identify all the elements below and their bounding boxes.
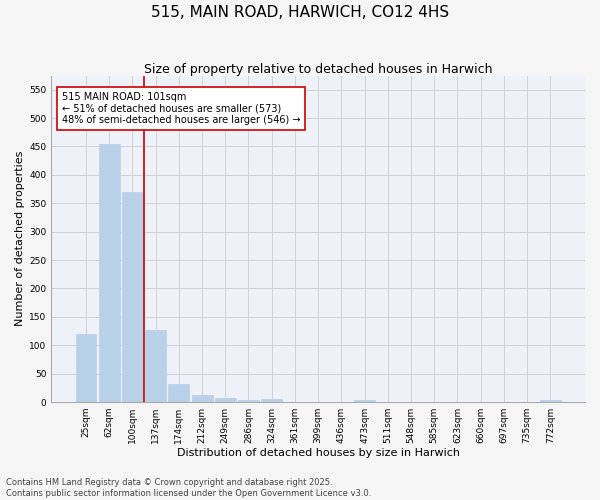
Bar <box>169 384 189 402</box>
Bar <box>191 396 212 402</box>
Title: Size of property relative to detached houses in Harwich: Size of property relative to detached ho… <box>144 62 493 76</box>
Bar <box>76 334 97 402</box>
Bar <box>99 144 119 402</box>
Bar <box>145 330 166 402</box>
Text: 515 MAIN ROAD: 101sqm
← 51% of detached houses are smaller (573)
48% of semi-det: 515 MAIN ROAD: 101sqm ← 51% of detached … <box>62 92 301 125</box>
Y-axis label: Number of detached properties: Number of detached properties <box>15 151 25 326</box>
Text: Contains HM Land Registry data © Crown copyright and database right 2025.
Contai: Contains HM Land Registry data © Crown c… <box>6 478 371 498</box>
Bar <box>354 400 375 402</box>
X-axis label: Distribution of detached houses by size in Harwich: Distribution of detached houses by size … <box>176 448 460 458</box>
Bar <box>215 398 236 402</box>
Bar <box>238 400 259 402</box>
Bar <box>540 400 561 402</box>
Bar <box>122 192 143 402</box>
Text: 515, MAIN ROAD, HARWICH, CO12 4HS: 515, MAIN ROAD, HARWICH, CO12 4HS <box>151 5 449 20</box>
Bar <box>261 398 282 402</box>
